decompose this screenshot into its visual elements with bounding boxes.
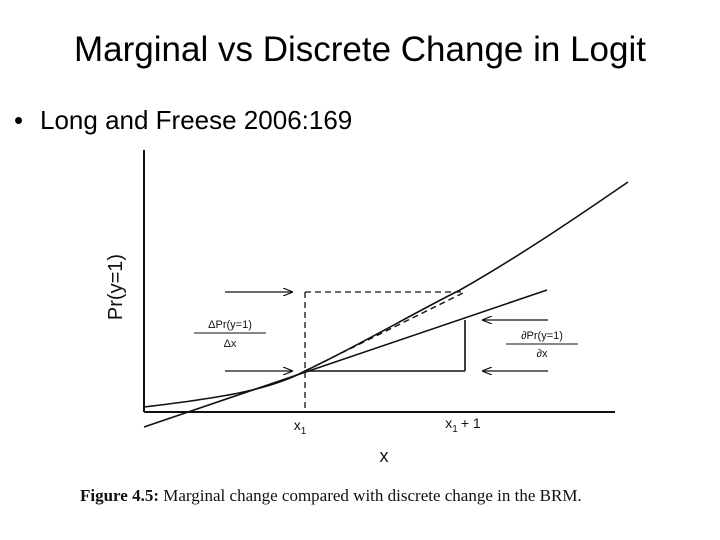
bullet-text: Long and Freese 2006:169 bbox=[40, 105, 353, 135]
slide-title: Marginal vs Discrete Change in Logit bbox=[74, 30, 646, 69]
bullet-dot-icon: • bbox=[14, 105, 24, 135]
figure-marginal-vs-discrete: ΔPr(y=1) Δx ∂Pr(y=1) ∂x Pr(y=1) x1 x1 + 1… bbox=[70, 140, 690, 530]
caption-text: Marginal change compared with discrete c… bbox=[163, 486, 582, 505]
tangent-line bbox=[143, 289, 548, 428]
x1-plus-one-tick-label: x1 + 1 bbox=[445, 415, 481, 435]
x1-tick-label: x1 bbox=[294, 417, 307, 437]
y-axis-label: Pr(y=1) bbox=[105, 254, 127, 320]
x-axis-label: x bbox=[380, 446, 389, 466]
discrete-change-numerator: ΔPr(y=1) bbox=[208, 319, 252, 331]
marginal-change-denominator: ∂x bbox=[537, 348, 548, 360]
figure-diagram: ΔPr(y=1) Δx ∂Pr(y=1) ∂x Pr(y=1) x1 x1 + 1… bbox=[105, 150, 629, 466]
probability-curve bbox=[143, 181, 629, 408]
marginal-change-numerator: ∂Pr(y=1) bbox=[521, 330, 563, 342]
figure-caption: Figure 4.5: Marginal change compared wit… bbox=[80, 485, 700, 507]
bullet-item: • Long and Freese 2006:169 bbox=[14, 102, 352, 138]
caption-label: Figure 4.5: bbox=[80, 486, 160, 505]
discrete-change-denominator: Δx bbox=[224, 338, 237, 350]
